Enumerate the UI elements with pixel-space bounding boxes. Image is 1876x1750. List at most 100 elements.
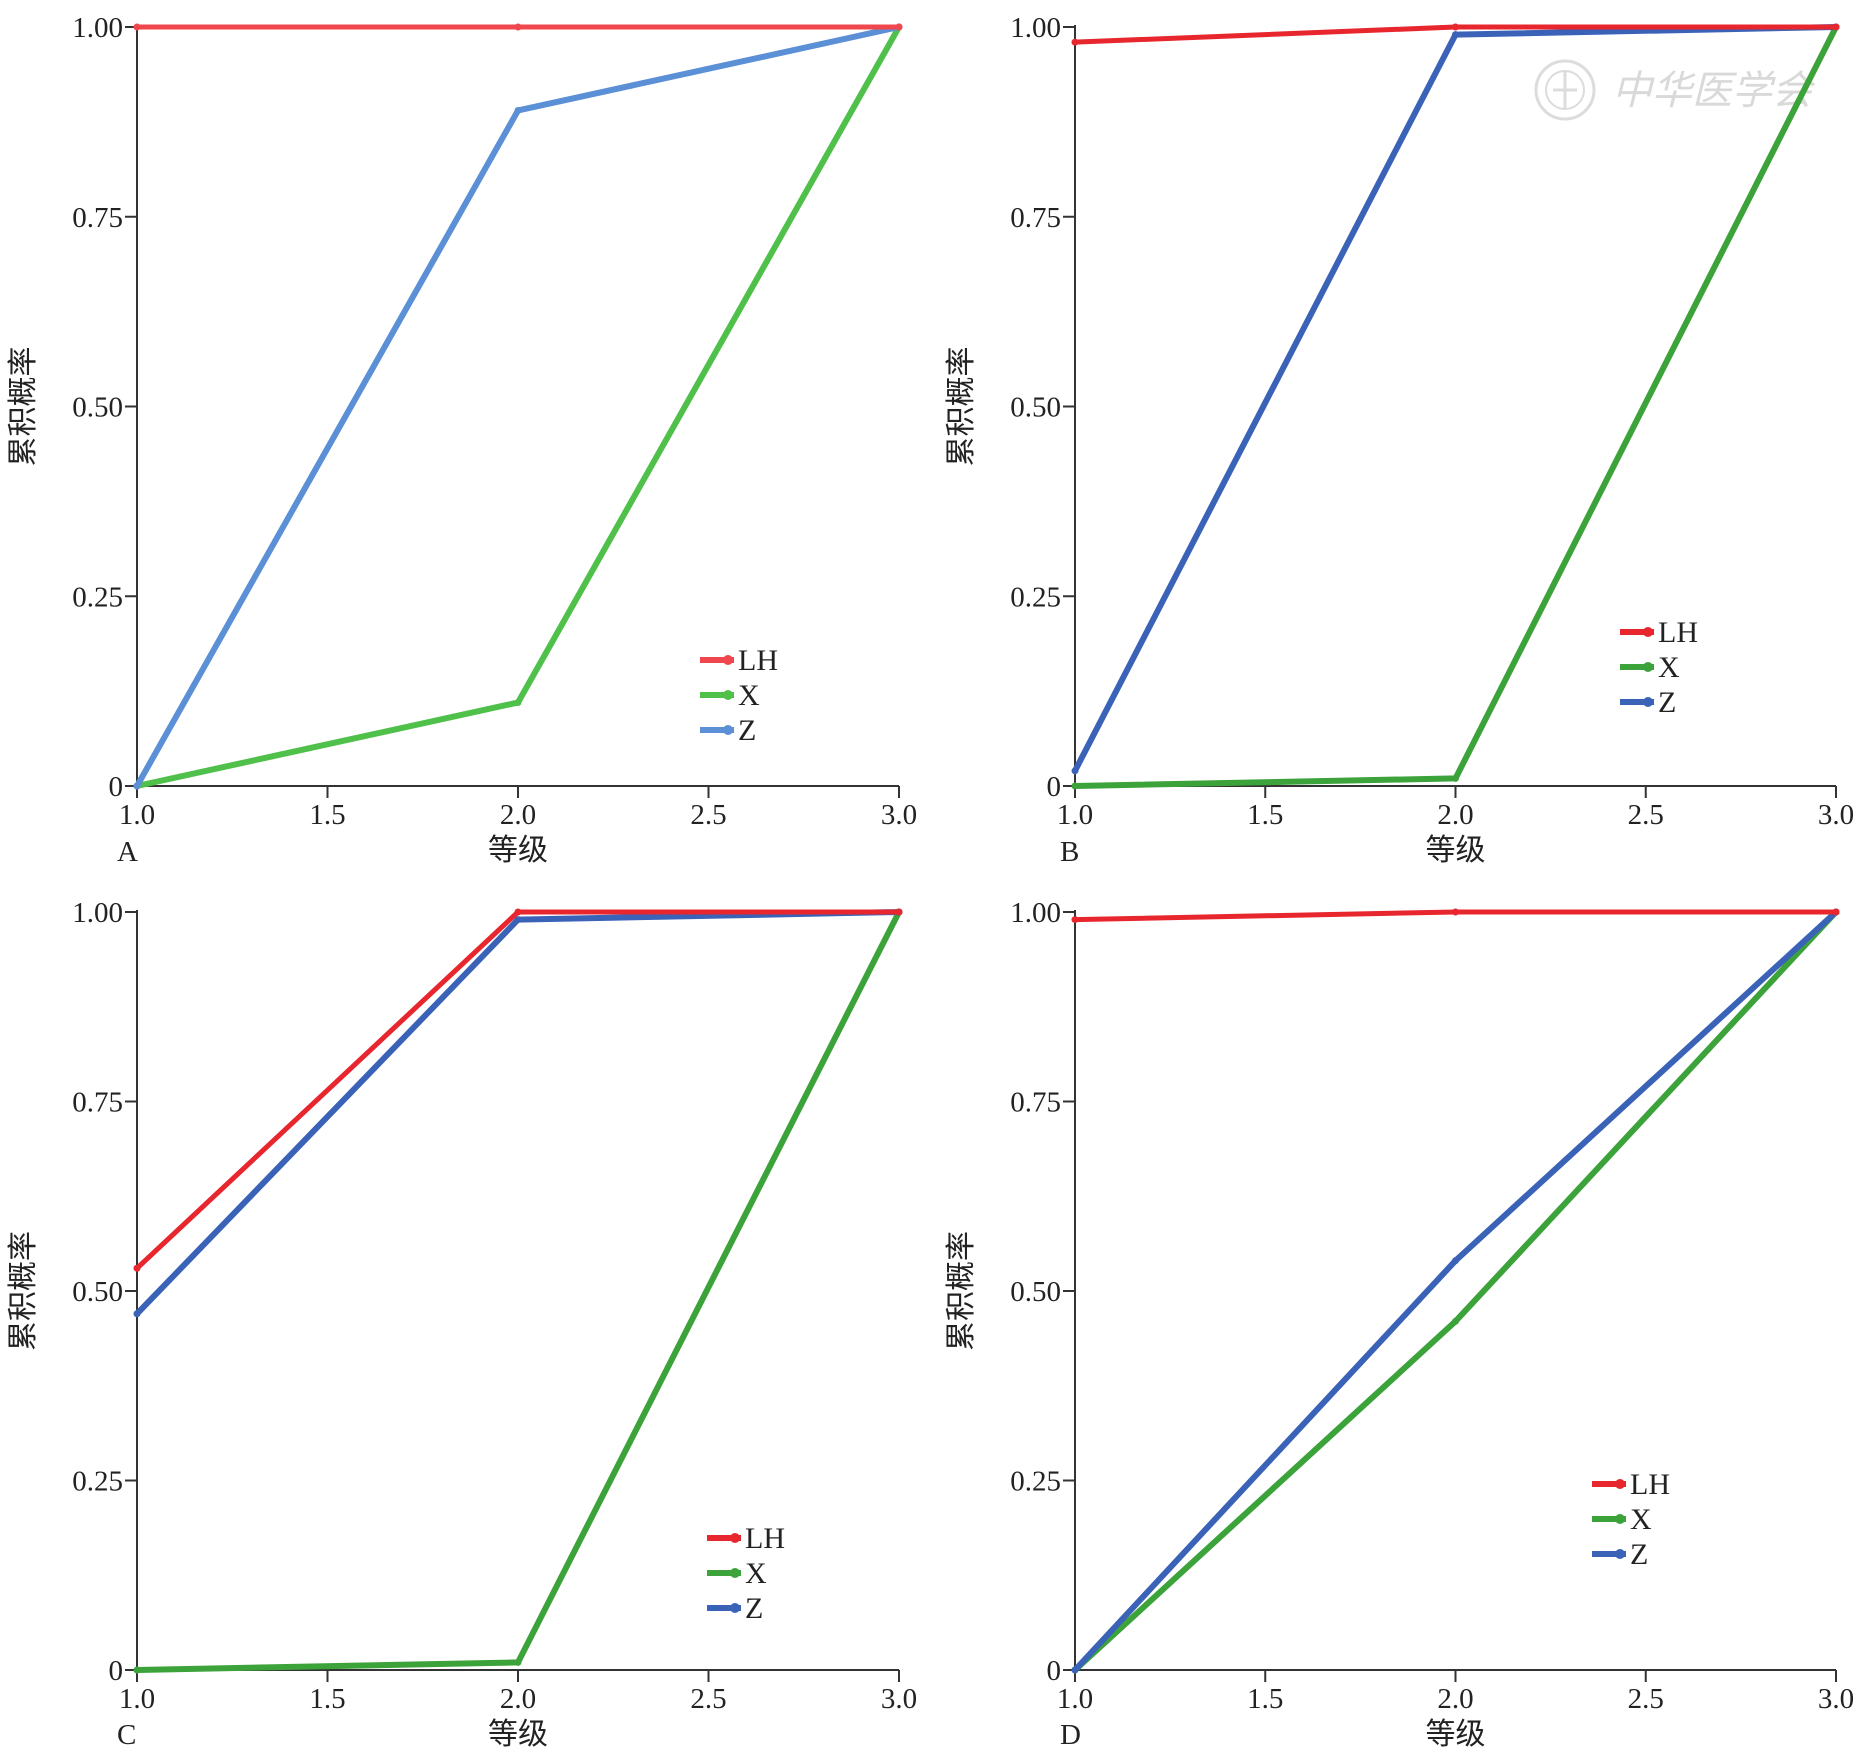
- y-tick-label: 0: [109, 771, 124, 803]
- legend-marker-lh: [1643, 627, 1653, 637]
- y-axis-title: 累积概率: [944, 1231, 979, 1351]
- data-point-x: [1071, 782, 1079, 790]
- legend-label-x: X: [1658, 651, 1680, 684]
- panel-letter: D: [1060, 1719, 1081, 1750]
- x-tick-label: 2.5: [1628, 799, 1664, 831]
- x-tick-label: 3.0: [881, 799, 917, 831]
- y-tick-label: 0: [1047, 771, 1062, 803]
- panels: 00.250.500.751.001.0 1.5 2.0 2.5 3.0等级累积概率AL…: [6, 12, 1854, 1750]
- legend-marker-z: [1615, 1549, 1625, 1559]
- data-point-x: [1452, 774, 1459, 782]
- legend-marker-z: [730, 1603, 740, 1613]
- x-tick-label: 1.0: [1057, 799, 1093, 831]
- y-tick-label: 0.25: [1010, 1466, 1061, 1498]
- seal-logo-icon: [1534, 59, 1596, 121]
- y-tick-label: 0.25: [72, 581, 123, 613]
- series-line-z: [1072, 24, 1839, 774]
- y-tick-label: 0.75: [1010, 1087, 1061, 1119]
- legend-label-z: Z: [1630, 1538, 1648, 1571]
- data-point-lh: [133, 1264, 141, 1272]
- series-line-x: [134, 24, 902, 789]
- legend-marker-lh: [730, 1533, 740, 1543]
- legend-label-z: Z: [745, 1592, 763, 1625]
- x-axis-title: 等级: [1426, 1717, 1486, 1750]
- data-point-x: [1452, 1317, 1459, 1325]
- data-point-lh: [1832, 23, 1840, 31]
- x-axis-title: 等级: [488, 1717, 548, 1750]
- legend-marker-z: [1643, 697, 1653, 707]
- series-line-z: [1072, 909, 1839, 1673]
- data-point-lh: [1071, 916, 1079, 924]
- legend-marker-lh: [1615, 1479, 1625, 1489]
- y-tick-label: 0.50: [1010, 392, 1061, 424]
- data-point-x: [514, 699, 522, 707]
- data-point-lh: [133, 23, 141, 31]
- panel-letter: C: [117, 1719, 136, 1750]
- legend-label-lh: LH: [1658, 616, 1698, 649]
- x-tick-label: 2.0: [1437, 1683, 1473, 1715]
- legend-label-lh: LH: [745, 1522, 785, 1555]
- x-tick-label: 2.0: [500, 799, 536, 831]
- data-point-lh: [1071, 38, 1079, 46]
- x-tick-label: 2.5: [690, 1683, 726, 1715]
- series-line-z: [134, 24, 902, 789]
- legend-marker-z: [723, 725, 733, 735]
- y-tick-label: 1.00: [1010, 12, 1061, 44]
- legend-label-z: Z: [1658, 686, 1676, 719]
- y-tick-label: 0.25: [72, 1466, 123, 1498]
- x-tick-label: 1.0: [1057, 1683, 1093, 1715]
- legend-label-lh: LH: [1630, 1468, 1670, 1501]
- panel-letter: B: [1060, 836, 1079, 868]
- series-line-x: [134, 909, 902, 1673]
- y-tick-label: 1.00: [1010, 897, 1061, 929]
- panel-letter: A: [117, 836, 138, 868]
- data-point-z: [133, 782, 141, 790]
- data-point-lh: [1452, 908, 1459, 916]
- x-tick-label: 1.5: [309, 799, 345, 831]
- x-tick-label: 2.0: [500, 1683, 536, 1715]
- legend-label-lh: LH: [738, 644, 778, 677]
- data-point-z: [1071, 1666, 1079, 1674]
- data-point-lh: [895, 23, 903, 31]
- y-tick-label: 1.00: [72, 897, 123, 929]
- y-tick-label: 1.00: [72, 12, 123, 44]
- x-tick-label: 1.5: [309, 1683, 345, 1715]
- y-tick-label: 0: [1047, 1655, 1062, 1687]
- y-axis-title: 累积概率: [6, 1231, 41, 1351]
- y-tick-label: 0.75: [72, 202, 123, 234]
- series-line-x: [1072, 24, 1839, 789]
- watermark: 中华医学会: [1534, 59, 1816, 121]
- legend-marker-x: [1643, 662, 1653, 672]
- data-point-lh: [514, 23, 522, 31]
- data-point-z: [133, 1310, 141, 1318]
- chart-panel-d: 0 0.25 0.50 0.75 1.00 1.0 1.5 2.0 2.5 3.0 等级 累积概率 D L…: [944, 897, 1854, 1750]
- y-tick-label: 0.75: [1010, 202, 1061, 234]
- data-point-lh: [1832, 908, 1840, 916]
- data-point-lh: [895, 908, 903, 916]
- data-point-z: [514, 106, 522, 114]
- x-tick-label: 1.0: [119, 799, 155, 831]
- watermark-text: 中华医学会: [1612, 68, 1816, 114]
- series-line-z: [134, 909, 902, 1317]
- chart-panel-c: 0 0.25 0.50 0.75 1.00 1.0 1.5 2.0 2.5 3.0 等级 累积概率 C L…: [6, 897, 917, 1750]
- data-point-z: [1452, 1257, 1459, 1265]
- x-tick-label: 1.5: [1247, 799, 1283, 831]
- y-tick-label: 0.50: [72, 1276, 123, 1308]
- x-tick-label: 3.0: [1818, 1683, 1854, 1715]
- chart-panel-b: 0 0.25 0.50 0.75 1.00 1.0 1.5 2.0 2.5 3.0 等级 累积概率 B L…: [944, 12, 1854, 868]
- data-point-x: [133, 1666, 141, 1674]
- legend-marker-x: [1615, 1514, 1625, 1524]
- legend-label-z: Z: [738, 714, 756, 747]
- y-axis-title: 累积概率: [6, 347, 41, 467]
- y-axis-title: 累积概率: [944, 347, 979, 467]
- chart-panel-a: 0 0.25 0.50 0.75 1.00 1.0 1.5 2.0 2.5 3.0 等级 累积概率 A L…: [6, 12, 917, 868]
- x-tick-label: 2.0: [1437, 799, 1473, 831]
- data-point-x: [514, 1658, 522, 1666]
- data-point-z: [1071, 767, 1079, 775]
- y-tick-label: 0.50: [1010, 1276, 1061, 1308]
- y-tick-label: 0.50: [72, 392, 123, 424]
- x-tick-label: 2.5: [1628, 1683, 1664, 1715]
